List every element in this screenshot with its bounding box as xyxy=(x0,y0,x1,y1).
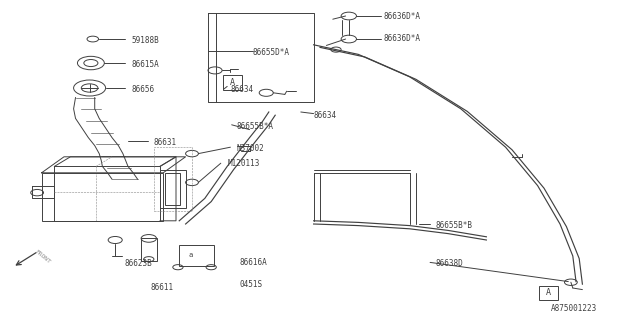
Text: 0451S: 0451S xyxy=(240,280,263,289)
Bar xyxy=(165,173,180,205)
Text: N37002: N37002 xyxy=(237,144,264,153)
Text: A: A xyxy=(546,288,551,298)
Text: a: a xyxy=(189,252,193,258)
Text: 86655B*B: 86655B*B xyxy=(435,221,472,230)
Text: 86636D*A: 86636D*A xyxy=(384,34,421,43)
Text: 86656: 86656 xyxy=(131,85,154,94)
Text: 86623B: 86623B xyxy=(125,260,152,268)
Text: 86631: 86631 xyxy=(154,138,177,147)
Text: A875001223: A875001223 xyxy=(550,304,596,313)
Text: 86611: 86611 xyxy=(150,284,173,292)
Text: 86638D: 86638D xyxy=(435,260,463,268)
Text: M120113: M120113 xyxy=(227,159,260,168)
Text: 86615A: 86615A xyxy=(131,60,159,68)
Bar xyxy=(223,75,242,90)
Text: 86636D*A: 86636D*A xyxy=(384,12,421,20)
Text: A: A xyxy=(230,78,235,87)
Text: 86634: 86634 xyxy=(314,111,337,120)
Bar xyxy=(154,147,192,211)
Text: FRONT: FRONT xyxy=(33,249,51,265)
Text: 86655B*A: 86655B*A xyxy=(237,122,274,131)
Bar xyxy=(42,173,163,221)
Text: 86616A: 86616A xyxy=(240,258,268,267)
Bar xyxy=(179,245,214,266)
Text: 86655D*A: 86655D*A xyxy=(253,48,290,57)
Text: 86634: 86634 xyxy=(230,85,253,94)
Bar xyxy=(141,238,157,261)
Bar xyxy=(160,170,186,208)
Bar xyxy=(539,286,558,300)
Text: 59188B: 59188B xyxy=(131,36,159,44)
